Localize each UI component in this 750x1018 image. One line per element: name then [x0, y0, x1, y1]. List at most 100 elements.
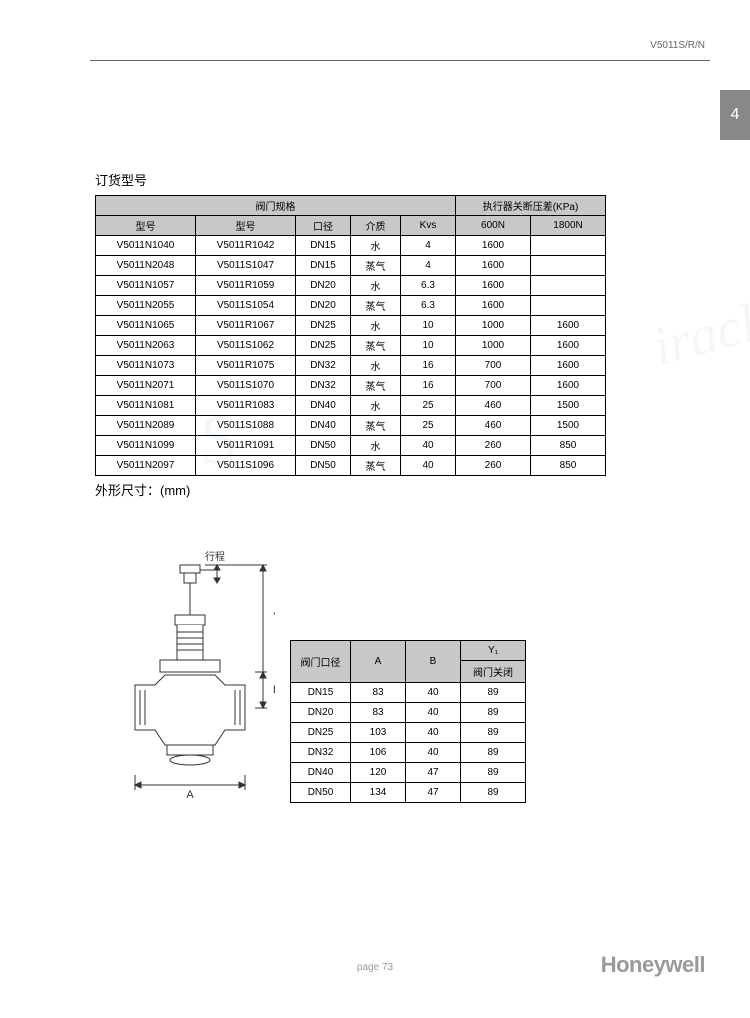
dim-label-b: B	[273, 684, 275, 696]
table-cell: DN32	[296, 356, 351, 376]
table-cell: DN25	[296, 336, 351, 356]
table-cell: DN20	[291, 703, 351, 723]
table-cell: 4	[401, 236, 456, 256]
table-cell: V5011N2048	[96, 256, 196, 276]
table-cell: V5011S1047	[196, 256, 296, 276]
table-cell: V5011N2089	[96, 416, 196, 436]
table-cell: DN50	[296, 436, 351, 456]
table-cell: 260	[456, 436, 531, 456]
dim-label-y1: Y₁	[273, 611, 275, 623]
table-cell: 10	[401, 336, 456, 356]
table-cell: 蒸气	[351, 296, 401, 316]
watermark: iracle	[646, 284, 750, 378]
table-cell: V5011R1059	[196, 276, 296, 296]
table-cell: V5011N2071	[96, 376, 196, 396]
table-cell: V5011R1067	[196, 316, 296, 336]
table-cell: 1600	[456, 276, 531, 296]
t2-h0: 阀门口径	[291, 641, 351, 683]
table-cell: 850	[531, 436, 606, 456]
table-cell	[531, 296, 606, 316]
table-cell: 40	[406, 703, 461, 723]
table-cell: 40	[401, 436, 456, 456]
table-cell: DN40	[296, 416, 351, 436]
table-cell: 水	[351, 356, 401, 376]
table-cell: 460	[456, 396, 531, 416]
table-cell: 蒸气	[351, 336, 401, 356]
table-cell: 6.3	[401, 276, 456, 296]
table-cell: 蒸气	[351, 416, 401, 436]
table-cell: V5011N1057	[96, 276, 196, 296]
table-cell: 700	[456, 376, 531, 396]
table-cell	[531, 236, 606, 256]
table-cell: DN25	[296, 316, 351, 336]
table-cell: 16	[401, 376, 456, 396]
table-cell: 83	[351, 683, 406, 703]
table-cell: 1600	[531, 316, 606, 336]
table-cell: DN50	[291, 783, 351, 803]
t1-header: 口径	[296, 216, 351, 236]
table-cell: 1600	[456, 256, 531, 276]
brand-logo: Honeywell	[601, 952, 705, 978]
table-cell: V5011N2063	[96, 336, 196, 356]
table-group-pressure: 执行器关断压差(KPa)	[456, 196, 606, 216]
table-cell: V5011N1099	[96, 436, 196, 456]
table-cell: 1000	[456, 316, 531, 336]
table-cell: 1600	[531, 376, 606, 396]
table-cell: 10	[401, 316, 456, 336]
spec-table: 阀门规格 执行器关断压差(KPa) 型号型号口径介质Kvs600N1800N V…	[95, 195, 606, 476]
table-cell: DN40	[296, 396, 351, 416]
table-cell: 水	[351, 276, 401, 296]
table-cell: V5011R1083	[196, 396, 296, 416]
page-tab: 4	[720, 90, 750, 140]
header-divider	[90, 60, 710, 61]
table-cell: DN32	[291, 743, 351, 763]
table-cell: 水	[351, 396, 401, 416]
table-cell: V5011R1075	[196, 356, 296, 376]
t1-header: Kvs	[401, 216, 456, 236]
table-cell: 1600	[531, 356, 606, 376]
table-cell: 40	[401, 456, 456, 476]
t2-h3: Y₁	[461, 641, 526, 661]
table-cell: DN15	[291, 683, 351, 703]
table-cell: 25	[401, 416, 456, 436]
table-cell: V5011N1065	[96, 316, 196, 336]
table-cell: 260	[456, 456, 531, 476]
table-cell: 25	[401, 396, 456, 416]
table-cell: 1600	[531, 336, 606, 356]
t1-header: 介质	[351, 216, 401, 236]
table-cell: V5011S1070	[196, 376, 296, 396]
table-cell: 850	[531, 456, 606, 476]
table-cell: 水	[351, 436, 401, 456]
table-cell: 蒸气	[351, 256, 401, 276]
t1-header: 600N	[456, 216, 531, 236]
section-title-order: 订货型号	[95, 170, 147, 189]
table-cell: DN20	[296, 276, 351, 296]
table-cell: 4	[401, 256, 456, 276]
table-cell: 89	[461, 743, 526, 763]
table-cell: V5011R1042	[196, 236, 296, 256]
table-cell: 103	[351, 723, 406, 743]
table-cell: 120	[351, 763, 406, 783]
table-cell: V5011N1073	[96, 356, 196, 376]
valve-diagram: A B Y₁ 行程	[105, 550, 275, 810]
table-cell: 1500	[531, 416, 606, 436]
table-cell: 1600	[456, 296, 531, 316]
t1-header: 型号	[96, 216, 196, 236]
table-cell: V5011N2055	[96, 296, 196, 316]
table-cell: V5011N1040	[96, 236, 196, 256]
t2-h2: B	[406, 641, 461, 683]
table-cell: 1000	[456, 336, 531, 356]
table-cell: DN50	[296, 456, 351, 476]
table-cell: 47	[406, 783, 461, 803]
table-cell: DN15	[296, 236, 351, 256]
table-cell: DN15	[296, 256, 351, 276]
section-title-dims: 外形尺寸：(mm)	[95, 480, 190, 499]
t2-sub: 阀门关闭	[461, 661, 526, 683]
header-code: V5011S/R/N	[650, 40, 705, 51]
table-cell: 1500	[531, 396, 606, 416]
table-cell: DN40	[291, 763, 351, 783]
table-cell: 水	[351, 236, 401, 256]
table-cell: 83	[351, 703, 406, 723]
t2-h1: A	[351, 641, 406, 683]
table-cell: 水	[351, 316, 401, 336]
